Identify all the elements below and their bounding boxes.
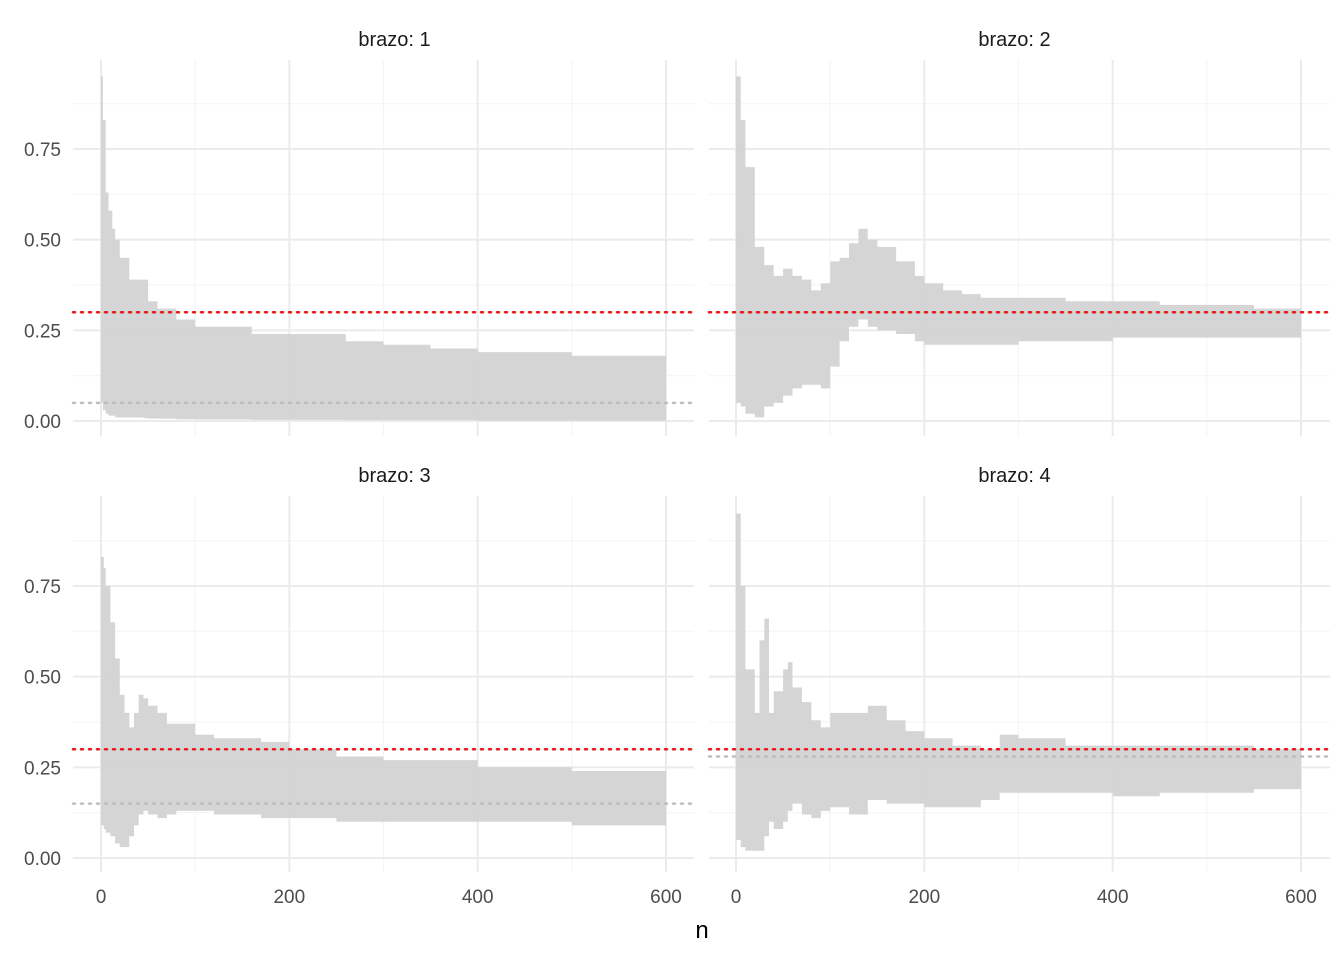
facet-panel-2: brazo: 2 [707, 29, 1332, 436]
y-tick-label: 0.50 [24, 231, 61, 252]
y-tick-label: 0.25 [24, 321, 61, 342]
x-tick-label: 400 [1097, 887, 1129, 908]
y-tick-label: 0.00 [24, 412, 61, 433]
x-tick-label: 0 [731, 887, 742, 908]
facet-panel-4: brazo: 4 0 200 400 600 [707, 465, 1332, 908]
y-tick-label: 0.50 [24, 668, 61, 689]
confidence-band-4 [736, 513, 1301, 851]
facet-panel-3: brazo: 3 0.00 0.25 0.50 0.75 0 200 400 600 [24, 465, 696, 908]
confidence-band-1 [101, 76, 666, 421]
facet-title-1: brazo: 1 [358, 29, 430, 51]
y-tick-label: 0.00 [24, 849, 61, 870]
confidence-band-2 [736, 76, 1301, 418]
facet-panel-1: brazo: 1 0.00 0.25 0.50 0.75 [24, 29, 696, 436]
x-tick-label: 600 [1285, 887, 1317, 908]
x-tick-label: 0 [96, 887, 107, 908]
facet-title-2: brazo: 2 [978, 29, 1050, 51]
x-axis-title: n [695, 917, 708, 944]
y-tick-label: 0.75 [24, 140, 61, 161]
x-tick-label: 600 [650, 887, 682, 908]
x-tick-label: 200 [273, 887, 305, 908]
x-tick-label: 400 [462, 887, 494, 908]
facet-title-3: brazo: 3 [358, 465, 430, 487]
y-tick-label: 0.25 [24, 758, 61, 779]
y-tick-label: 0.75 [24, 577, 61, 598]
x-tick-label: 200 [908, 887, 940, 908]
confidence-band-3 [101, 557, 666, 848]
facet-title-4: brazo: 4 [978, 465, 1050, 487]
